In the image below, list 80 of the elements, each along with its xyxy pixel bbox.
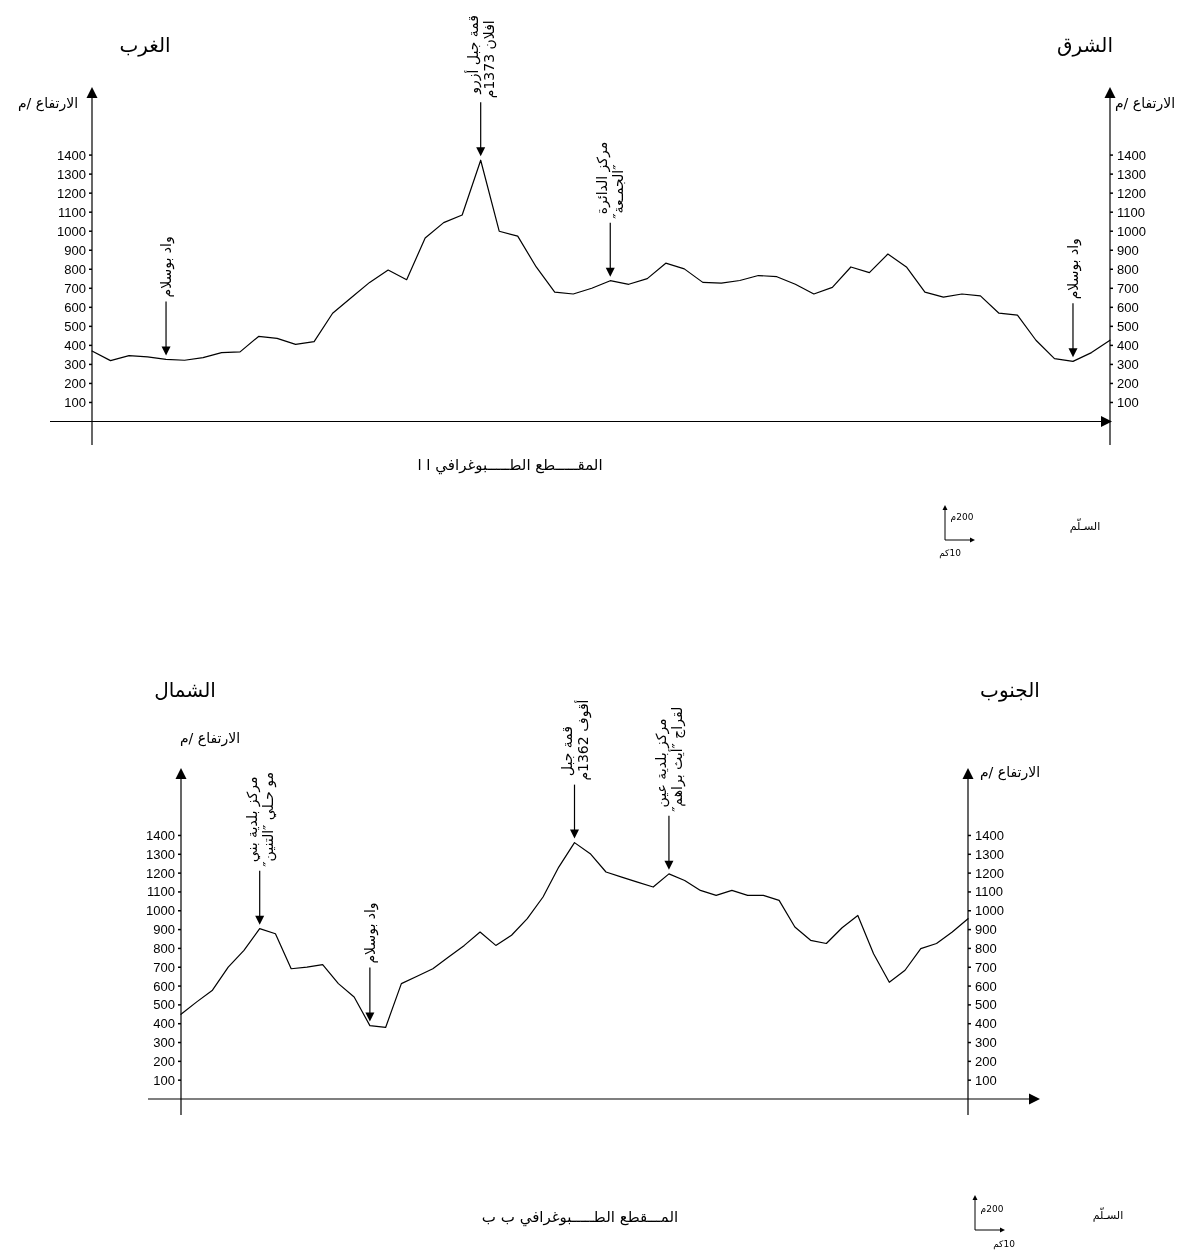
annotation: مركز بلدية بني مو حـلي ″التنين″	[243, 772, 277, 867]
text: المـــقطع الطـــــبوغرافي ب ب	[481, 1208, 679, 1227]
y-tick-label: 600	[64, 299, 86, 315]
y2-tick-label: 700	[975, 959, 997, 975]
y-tick-label: 1400	[146, 827, 175, 843]
annotation: مركز بلدية عين لقراج ″أيث براهم″	[652, 706, 686, 812]
y2-tick-label: 1200	[1117, 185, 1146, 201]
y2-tick-label: 1300	[975, 846, 1004, 862]
y-tick-label: 1200	[57, 185, 86, 201]
y-tick-label: 400	[153, 1016, 175, 1032]
text: الجنوب	[980, 678, 1040, 702]
y2-tick-label: 700	[1117, 280, 1139, 296]
y-tick-label: 1100	[147, 884, 175, 900]
y2-tick-label: 100	[975, 1072, 997, 1088]
y2-axis-title: الارتفاع /م	[1114, 95, 1176, 112]
annotation: قمة جبل أزرو افلان 1373م	[463, 14, 497, 99]
annotation: واد بوسلام	[1064, 238, 1082, 300]
y-axis-title: الارتفاع /م	[17, 95, 79, 112]
y-tick-label: 300	[153, 1035, 175, 1051]
y2-tick-label: 1100	[975, 884, 1003, 900]
y2-tick-label: 1400	[975, 827, 1004, 843]
y2-tick-label: 200	[1117, 375, 1139, 391]
y-tick-label: 900	[153, 922, 175, 938]
y2-tick-label: 1400	[1117, 147, 1146, 163]
y2-tick-label: 500	[1117, 318, 1139, 334]
y-tick-label: 800	[153, 940, 175, 956]
y-tick-label: 100	[64, 394, 86, 410]
annotation: مركز الدائرة ″الجمـعة″	[594, 141, 627, 219]
y-tick-label: 500	[64, 318, 86, 334]
y2-axis-title: الارتفاع /م	[979, 764, 1041, 781]
y-tick-label: 700	[64, 280, 86, 296]
y-tick-label: 300	[64, 356, 86, 372]
y2-tick-label: 400	[1117, 337, 1139, 353]
y2-tick-label: 600	[975, 978, 997, 994]
y2-tick-label: 1000	[975, 903, 1004, 919]
y-tick-label: 800	[64, 261, 86, 277]
text: الشمال	[154, 678, 216, 702]
y2-tick-label: 900	[1117, 242, 1139, 258]
y2-tick-label: 1300	[1117, 166, 1146, 182]
y-tick-label: 400	[64, 337, 86, 353]
y-tick-label: 1100	[58, 204, 86, 220]
text: 200م	[950, 512, 974, 522]
annotation: قمة جبل أقوف 1362م	[558, 699, 592, 781]
y2-tick-label: 800	[1117, 261, 1139, 277]
y2-tick-label: 200	[975, 1053, 997, 1069]
y-tick-label: 200	[153, 1053, 175, 1069]
annotation: واد بوسلام	[158, 236, 176, 298]
y-tick-label: 500	[153, 997, 175, 1013]
text: السـلّم	[1069, 517, 1101, 533]
y2-tick-label: 100	[1117, 394, 1139, 410]
annotation: واد بوسلام	[361, 902, 379, 964]
y2-tick-label: 300	[975, 1035, 997, 1051]
y-axis-title: الارتفاع /م	[179, 730, 241, 747]
y-tick-label: 1200	[146, 865, 175, 881]
text: 10كم	[939, 548, 962, 559]
y-tick-label: 200	[64, 375, 86, 391]
y2-tick-label: 1000	[1117, 223, 1146, 239]
y2-tick-label: 800	[975, 940, 997, 956]
y-tick-label: 1300	[146, 846, 175, 862]
text: المقـــــطع الطـــــبوغرافي ا ا	[417, 456, 603, 475]
y-tick-label: 1000	[57, 223, 86, 239]
y-tick-label: 600	[153, 978, 175, 994]
y2-tick-label: 600	[1117, 299, 1139, 315]
y-tick-label: 1400	[57, 147, 86, 163]
text: السـلّم	[1092, 1206, 1124, 1222]
y-tick-label: 100	[153, 1072, 175, 1088]
y2-tick-label: 1200	[975, 865, 1004, 881]
text: الشرق	[1056, 33, 1114, 57]
y-tick-label: 900	[64, 242, 86, 258]
y-tick-label: 700	[153, 959, 175, 975]
y2-tick-label: 1100	[1117, 204, 1145, 220]
y2-tick-label: 300	[1117, 356, 1139, 372]
text: 200م	[980, 1204, 1004, 1214]
text: الغرب	[119, 33, 171, 57]
y2-tick-label: 500	[975, 997, 997, 1013]
y2-tick-label: 400	[975, 1016, 997, 1032]
y-tick-label: 1300	[57, 166, 86, 182]
text: 10كم	[993, 1239, 1016, 1250]
y2-tick-label: 900	[975, 922, 997, 938]
y-tick-label: 1000	[146, 903, 175, 919]
